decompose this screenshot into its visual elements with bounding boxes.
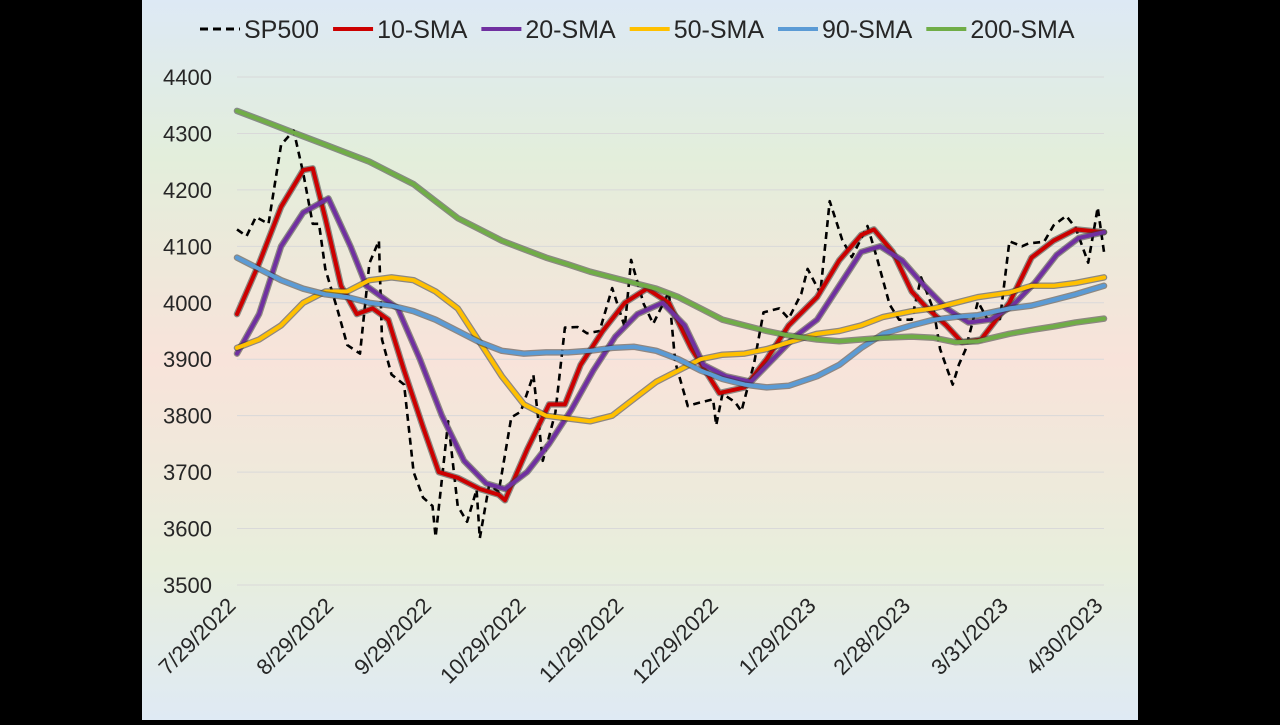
series-line-200-sma — [235, 108, 1106, 345]
series-line-90-sma — [235, 255, 1106, 390]
legend-label-90-sma: 90-SMA — [822, 16, 913, 44]
y-tick-label: 4100 — [163, 234, 212, 259]
y-tick-label: 3700 — [163, 460, 212, 485]
series-line-50-sma — [235, 275, 1106, 424]
y-tick-label: 4300 — [163, 121, 212, 146]
legend-label-20-sma: 20-SMA — [525, 16, 616, 44]
y-tick-label: 3900 — [163, 347, 212, 372]
y-tick-label: 3600 — [163, 517, 212, 542]
legend-label-200-sma: 200-SMA — [970, 16, 1075, 44]
y-tick-label: 4000 — [163, 291, 212, 316]
sma-line-chart: SP500 10-SMA 20-SMA 50-SMA 90-SMA 200-SMA 350… — [142, 0, 1138, 720]
y-axis: 3500 3600 3700 3800 3900 4000 4100 4200 4300 4400 — [163, 65, 212, 598]
y-tick-label: 3800 — [163, 404, 212, 429]
legend-label-50-sma: 50-SMA — [674, 16, 765, 44]
y-tick-label: 4400 — [163, 65, 212, 90]
series-line-20-sma — [235, 196, 1106, 491]
y-tick-label: 4200 — [163, 178, 212, 203]
series-line-sp500 — [236, 129, 1106, 540]
y-tick-label: 3500 — [163, 573, 212, 598]
chart-background — [142, 0, 1138, 720]
series-group — [233, 107, 1108, 540]
chart-panel: SP500 10-SMA 20-SMA 50-SMA 90-SMA 200-SMA 350… — [142, 0, 1138, 720]
legend: SP500 10-SMA 20-SMA 50-SMA 90-SMA 200-SMA — [200, 16, 1075, 44]
legend-label-10-sma: 10-SMA — [377, 16, 468, 44]
legend-label-sp500: SP500 — [244, 16, 319, 44]
